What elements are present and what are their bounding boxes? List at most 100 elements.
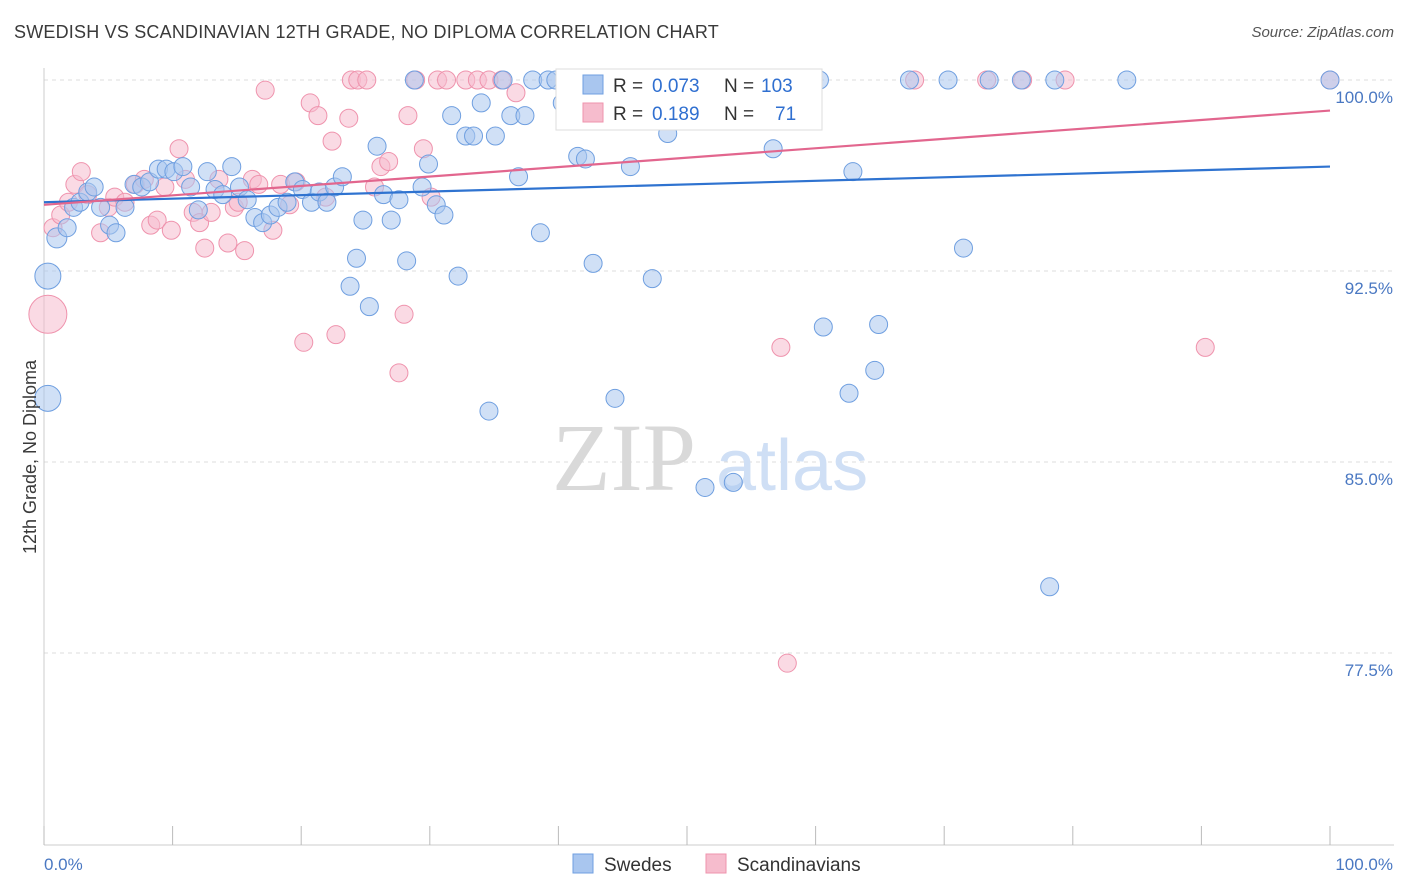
y-tick-label: 85.0% xyxy=(1345,470,1393,489)
scandinavians-point xyxy=(71,162,91,182)
scandinavians-point xyxy=(398,106,418,126)
swedes-point xyxy=(419,154,439,174)
swedes-point xyxy=(471,93,491,113)
swedes-point xyxy=(1320,70,1340,90)
scandinavians-point xyxy=(308,106,328,126)
x-axis-ticks xyxy=(43,826,1331,845)
watermark-atlas: atlas xyxy=(716,426,868,506)
swedes-point xyxy=(493,70,513,90)
scandinavians-point xyxy=(506,83,526,103)
swedes-point xyxy=(1011,70,1031,90)
legend-r-label-2: R = xyxy=(613,104,643,125)
scandinavians-point xyxy=(147,210,167,230)
swedes-point xyxy=(340,276,360,296)
swedes-point xyxy=(434,205,454,225)
swedes-point xyxy=(1040,577,1060,597)
swedes-point xyxy=(34,384,62,412)
swedes-point xyxy=(84,177,104,197)
swedes-point xyxy=(899,70,919,90)
swedes-point xyxy=(839,383,859,403)
legend-r-value-2: 0.189 xyxy=(652,104,700,125)
scandinavians-point xyxy=(255,80,275,100)
legend-r-value-1: 0.073 xyxy=(652,76,700,97)
swedes-point xyxy=(389,190,409,210)
swedes-point xyxy=(237,190,257,210)
swedes-point xyxy=(359,297,379,317)
swedes-point xyxy=(34,262,62,290)
series-swedes-points xyxy=(34,70,1340,597)
scandinavians-point xyxy=(169,139,189,159)
y-tick-label: 77.5% xyxy=(1345,661,1393,680)
swedes-point xyxy=(57,218,77,238)
swedes-point xyxy=(91,197,111,217)
watermark-zip: ZIP xyxy=(552,404,696,511)
swedes-point xyxy=(317,192,337,212)
swedes-point xyxy=(1117,70,1137,90)
swedes-point xyxy=(575,149,595,169)
trend-lines xyxy=(43,109,1331,206)
swedes-point xyxy=(605,388,625,408)
swedes-point xyxy=(448,266,468,286)
swedes-point xyxy=(412,177,432,197)
swedes-point xyxy=(813,317,833,337)
y-axis-label: 12th Grade, No Diploma xyxy=(20,359,40,554)
scandinavians-point xyxy=(161,220,181,240)
swedes-point xyxy=(865,360,885,380)
y-tick-label: 92.5% xyxy=(1345,279,1393,298)
swedes-point xyxy=(381,210,401,230)
swedes-point xyxy=(485,126,505,146)
swedes-point xyxy=(213,185,233,205)
scandinavians-point xyxy=(28,294,68,334)
y-tick-label: 100.0% xyxy=(1335,88,1393,107)
swedes-point xyxy=(222,157,242,177)
x-tick-label: 100.0% xyxy=(1335,855,1393,874)
bottom-legend-label-scandinavians: Scandinavians xyxy=(737,855,861,876)
scandinavians-point xyxy=(195,238,215,258)
swedes-point xyxy=(173,157,193,177)
swedes-point xyxy=(188,200,208,220)
scandinavians-point xyxy=(322,131,342,151)
swedes-point xyxy=(1045,70,1065,90)
swedes-point xyxy=(346,248,366,268)
scandinavians-point xyxy=(249,174,269,194)
y-axis-tick-labels: 100.0% 92.5% 85.0% 77.5% xyxy=(1335,88,1393,680)
swedes-point xyxy=(979,70,999,90)
swedes-point xyxy=(404,70,424,90)
swedes-trend-line xyxy=(43,165,1331,204)
scandinavians-point xyxy=(394,304,414,324)
scandinavians-point xyxy=(235,241,255,261)
swedes-point xyxy=(442,106,462,126)
legend-box: R = 0.073 N = 103 R = 0.189 N = 71 xyxy=(555,68,823,131)
swedes-point xyxy=(332,167,352,187)
swedes-point xyxy=(695,477,715,497)
chart-title: SWEDISH VS SCANDINAVIAN 12TH GRADE, NO D… xyxy=(14,22,719,42)
scandinavians-point xyxy=(326,325,346,345)
swedes-point xyxy=(106,223,126,243)
legend-n-value-1: 103 xyxy=(761,76,793,97)
swedes-point xyxy=(583,253,603,273)
scandinavians-point xyxy=(389,363,409,383)
swedes-point xyxy=(367,136,387,156)
scandinavians-point xyxy=(294,332,314,352)
legend-n-label-1: N = xyxy=(724,76,754,97)
legend-swatch-swedes xyxy=(582,74,604,95)
swedes-point xyxy=(181,177,201,197)
source-label: Source: ZipAtlas.com xyxy=(1251,24,1394,41)
scandinavians-point xyxy=(357,70,377,90)
swedes-point xyxy=(277,192,297,212)
swedes-point xyxy=(530,223,550,243)
swedes-point xyxy=(515,106,535,126)
bottom-legend-label-swedes: Swedes xyxy=(604,855,672,876)
scandinavians-point xyxy=(218,233,238,253)
axes xyxy=(43,68,1394,846)
scandinavians-point xyxy=(771,337,791,357)
swedes-point xyxy=(723,472,743,492)
bottom-legend: Swedes Scandinavians xyxy=(572,853,861,876)
legend-n-label-2: N = xyxy=(724,104,754,125)
x-axis-tick-labels: 0.0% 100.0% xyxy=(44,855,1393,874)
x-tick-label: 0.0% xyxy=(44,855,83,874)
swedes-point xyxy=(763,139,783,159)
swedes-point xyxy=(464,126,484,146)
swedes-point xyxy=(197,162,217,182)
swedes-point xyxy=(397,251,417,271)
